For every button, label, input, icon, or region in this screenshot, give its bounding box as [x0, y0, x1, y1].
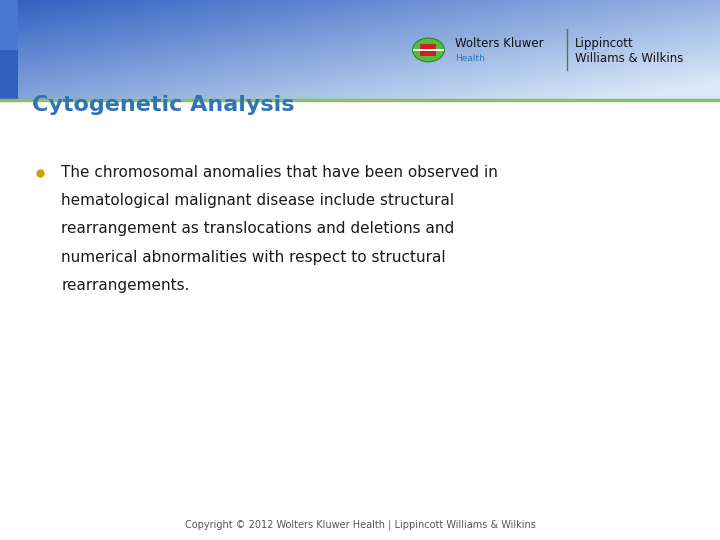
Text: Cytogenetic Analysis: Cytogenetic Analysis — [32, 95, 295, 116]
Text: rearrangement as translocations and deletions and: rearrangement as translocations and dele… — [61, 221, 454, 237]
Text: rearrangements.: rearrangements. — [61, 278, 189, 293]
Bar — [0, 0, 18, 50]
Text: The chromosomal anomalies that have been observed in: The chromosomal anomalies that have been… — [61, 165, 498, 180]
Text: Copyright © 2012 Wolters Kluwer Health | Lippincott Williams & Wilkins: Copyright © 2012 Wolters Kluwer Health |… — [184, 519, 536, 530]
Text: numerical abnormalities with respect to structural: numerical abnormalities with respect to … — [61, 249, 446, 265]
Circle shape — [413, 38, 444, 62]
Text: Williams & Wilkins: Williams & Wilkins — [575, 51, 684, 65]
Bar — [0, 50, 18, 100]
Text: Health: Health — [455, 53, 485, 63]
Text: Wolters Kluwer: Wolters Kluwer — [455, 37, 544, 50]
Text: Lippincott: Lippincott — [575, 37, 634, 50]
FancyBboxPatch shape — [420, 44, 436, 56]
Text: hematological malignant disease include structural: hematological malignant disease include … — [61, 193, 454, 208]
Bar — [413, 49, 444, 51]
